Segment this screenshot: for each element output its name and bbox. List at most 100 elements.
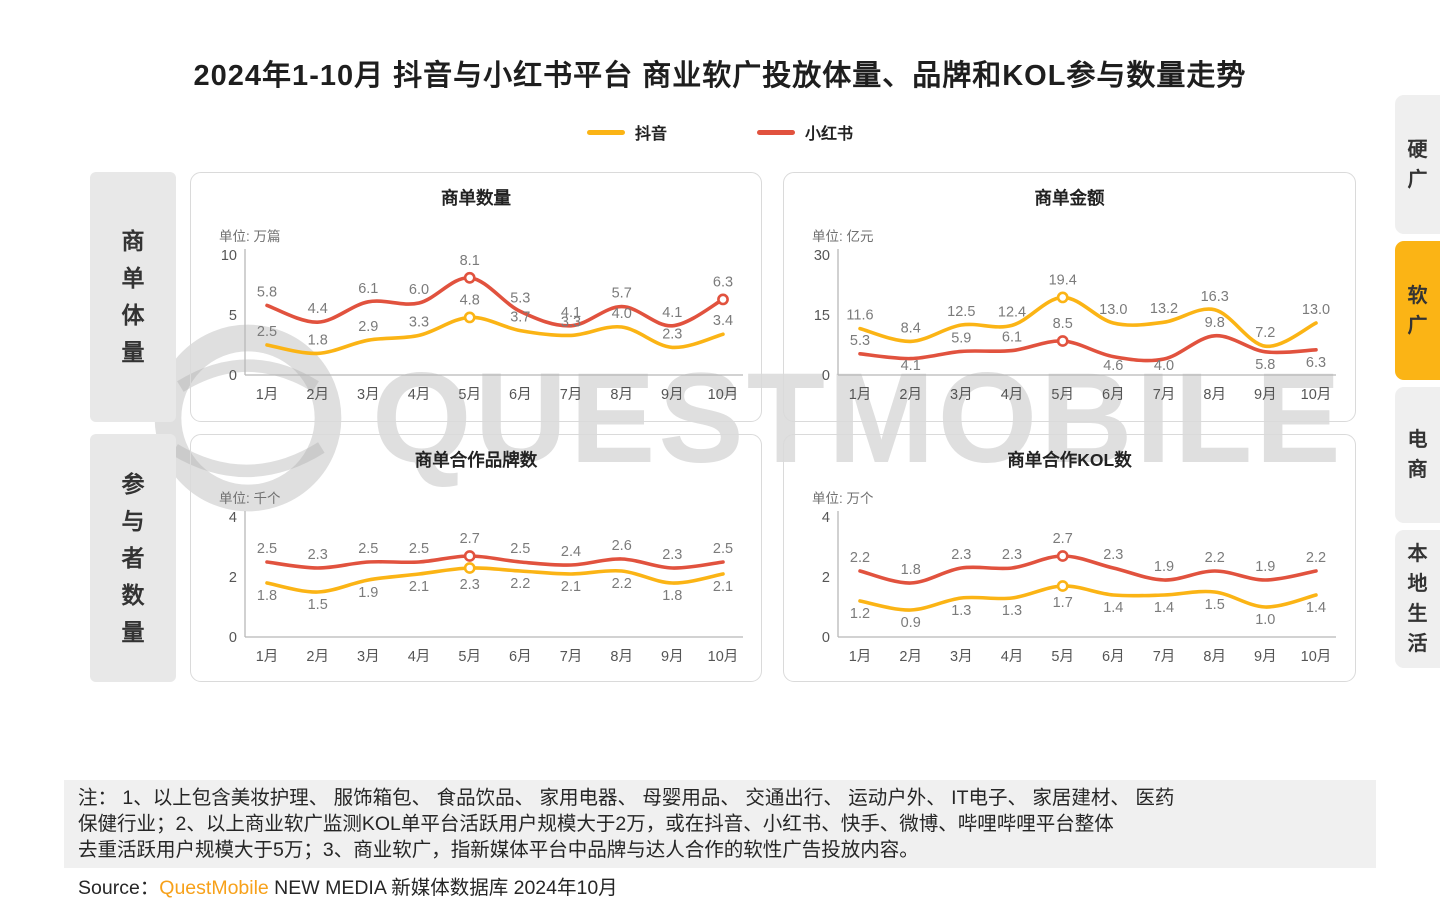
svg-text:0: 0: [229, 368, 237, 384]
svg-text:1.3: 1.3: [951, 603, 971, 619]
svg-text:8.4: 8.4: [901, 320, 921, 336]
svg-text:2.5: 2.5: [713, 541, 733, 557]
svg-text:7月: 7月: [1153, 387, 1176, 403]
svg-text:4.8: 4.8: [460, 292, 480, 308]
svg-text:1.4: 1.4: [1154, 600, 1174, 616]
svg-text:5.7: 5.7: [612, 286, 632, 302]
svg-text:7月: 7月: [560, 387, 583, 403]
svg-text:1.4: 1.4: [1103, 600, 1123, 616]
line-chart-kol-count: 0 2 4 1月 2月 3月 4月 5月 6月 7月 8月 9月 10月 1.2 0.9 1.3 1.3 1.7 1…: [822, 510, 1336, 665]
svg-text:2.2: 2.2: [510, 576, 530, 592]
svg-text:2.3: 2.3: [662, 547, 682, 563]
svg-text:6.1: 6.1: [1002, 330, 1022, 346]
svg-text:9月: 9月: [1254, 387, 1277, 403]
svg-text:3.3: 3.3: [409, 314, 429, 330]
svg-text:10: 10: [221, 248, 237, 264]
svg-text:4.4: 4.4: [308, 301, 328, 317]
side-tab-local-life[interactable]: 本地生活: [1395, 530, 1440, 668]
svg-text:0: 0: [229, 630, 237, 646]
svg-text:2.1: 2.1: [713, 579, 733, 595]
svg-text:4月: 4月: [1001, 387, 1024, 403]
svg-text:2.2: 2.2: [612, 576, 632, 592]
svg-text:2.1: 2.1: [409, 579, 429, 595]
svg-text:12.4: 12.4: [998, 304, 1026, 320]
chart-unit-label: 单位: 万个: [812, 491, 874, 506]
douyin-line-swatch: [586, 129, 625, 135]
svg-text:4: 4: [822, 510, 830, 526]
chart-legend: 抖音 小红书: [0, 120, 1440, 144]
svg-text:30: 30: [814, 248, 830, 264]
chart-panel-order-count: 商单数量 单位: 万篇 0 5 10 1月 2月 3月 4月 5月 6月 7月 8月 9月 10月 2.5…: [190, 172, 762, 422]
svg-text:2.3: 2.3: [1002, 547, 1022, 563]
svg-text:1.8: 1.8: [901, 562, 921, 578]
svg-text:2.5: 2.5: [358, 541, 378, 557]
svg-text:10月: 10月: [1301, 387, 1332, 403]
svg-text:5: 5: [229, 308, 237, 324]
svg-text:2.1: 2.1: [561, 579, 581, 595]
side-tab-ecommerce[interactable]: 电商: [1395, 387, 1440, 523]
svg-text:9月: 9月: [1254, 649, 1277, 665]
chart-panel-kol-count: 商单合作KOL数 单位: 万个 0 2 4 1月 2月 3月 4月 5月 6月 7月 8月 9月 10月…: [783, 434, 1356, 682]
svg-text:5月: 5月: [1051, 387, 1074, 403]
svg-text:2.2: 2.2: [850, 550, 870, 566]
svg-text:19.4: 19.4: [1049, 272, 1077, 288]
svg-text:2.3: 2.3: [460, 577, 480, 593]
svg-text:8月: 8月: [1203, 649, 1226, 665]
svg-text:3月: 3月: [950, 649, 973, 665]
svg-text:1.3: 1.3: [1002, 603, 1022, 619]
svg-text:7月: 7月: [560, 649, 583, 665]
svg-text:1月: 1月: [849, 649, 872, 665]
svg-text:1.8: 1.8: [257, 588, 277, 604]
svg-text:6月: 6月: [509, 387, 532, 403]
svg-text:5.8: 5.8: [257, 284, 277, 300]
svg-text:2月: 2月: [306, 387, 329, 403]
svg-text:9.8: 9.8: [1205, 315, 1225, 331]
svg-text:8月: 8月: [1203, 387, 1226, 403]
line-chart-order-amount: 0 15 30 1月 2月 3月 4月 5月 6月 7月 8月 9月 10月 11.6 8.4 12.5 12.…: [814, 248, 1336, 403]
svg-text:2.5: 2.5: [409, 541, 429, 557]
svg-text:1.8: 1.8: [308, 332, 328, 348]
svg-text:6月: 6月: [509, 649, 532, 665]
side-tab-hard-ads[interactable]: 硬广: [1395, 95, 1440, 234]
svg-text:0.9: 0.9: [901, 615, 921, 631]
svg-text:3.3: 3.3: [561, 314, 581, 330]
svg-text:2.7: 2.7: [460, 531, 480, 547]
svg-text:4.0: 4.0: [1154, 358, 1174, 374]
svg-text:7月: 7月: [1153, 649, 1176, 665]
svg-text:12.5: 12.5: [947, 304, 975, 320]
svg-text:2: 2: [229, 570, 237, 586]
footnote-line: 注： 1、以上包含美妆护理、 服饰箱包、 食品饮品、 家用电器、 母婴用品、 交…: [78, 787, 1175, 809]
svg-text:6.3: 6.3: [1306, 355, 1326, 371]
chart-panel-order-amount: 商单金额 单位: 亿元 0 15 30 1月 2月 3月 4月 5月 6月 7月 8月 9月 10月 11…: [783, 172, 1356, 422]
svg-text:5月: 5月: [458, 649, 481, 665]
svg-text:5.3: 5.3: [850, 333, 870, 349]
svg-text:1月: 1月: [849, 387, 872, 403]
legend-item-douyin: 抖音: [586, 120, 667, 144]
svg-text:4月: 4月: [1001, 649, 1024, 665]
svg-text:13.0: 13.0: [1302, 302, 1330, 318]
line-chart-order-count: 0 5 10 1月 2月 3月 4月 5月 6月 7月 8月 9月 10月 2.5 1.8 2.9 3.3 4.8…: [221, 248, 743, 403]
svg-text:1.5: 1.5: [308, 597, 328, 613]
svg-text:4.1: 4.1: [662, 305, 682, 321]
svg-text:2: 2: [822, 570, 830, 586]
chart-title: 商单数量: [441, 188, 511, 208]
svg-text:11.6: 11.6: [846, 308, 873, 324]
chart-title: 商单金额: [1034, 188, 1105, 208]
svg-text:1.9: 1.9: [1255, 559, 1275, 575]
svg-text:3.7: 3.7: [510, 310, 530, 326]
legend-label-xiaohongshu: 小红书: [805, 126, 854, 143]
side-tab-soft-ads[interactable]: 软广: [1395, 241, 1440, 380]
svg-text:9月: 9月: [661, 387, 684, 403]
footnote-line: 去重活跃用户规模大于5万；3、商业软广，指新媒体平台中品牌与达人合作的软性广告投…: [78, 839, 919, 861]
source-line: Source：QuestMobile NEW MEDIA 新媒体数据库 2024…: [78, 871, 618, 900]
svg-text:10月: 10月: [708, 649, 739, 665]
svg-text:5月: 5月: [458, 387, 481, 403]
svg-text:5.9: 5.9: [951, 330, 971, 346]
svg-text:0: 0: [822, 368, 830, 384]
chart-panel-brand-count: 商单合作品牌数 单位: 千个 0 2 4 1月 2月 3月 4月 5月 6月 7月 8月 9月 10月 1…: [190, 434, 762, 682]
svg-text:2.3: 2.3: [1103, 547, 1123, 563]
svg-text:1.2: 1.2: [850, 606, 870, 622]
svg-text:3月: 3月: [950, 387, 973, 403]
svg-text:1.8: 1.8: [662, 588, 682, 604]
svg-text:4: 4: [229, 510, 237, 526]
